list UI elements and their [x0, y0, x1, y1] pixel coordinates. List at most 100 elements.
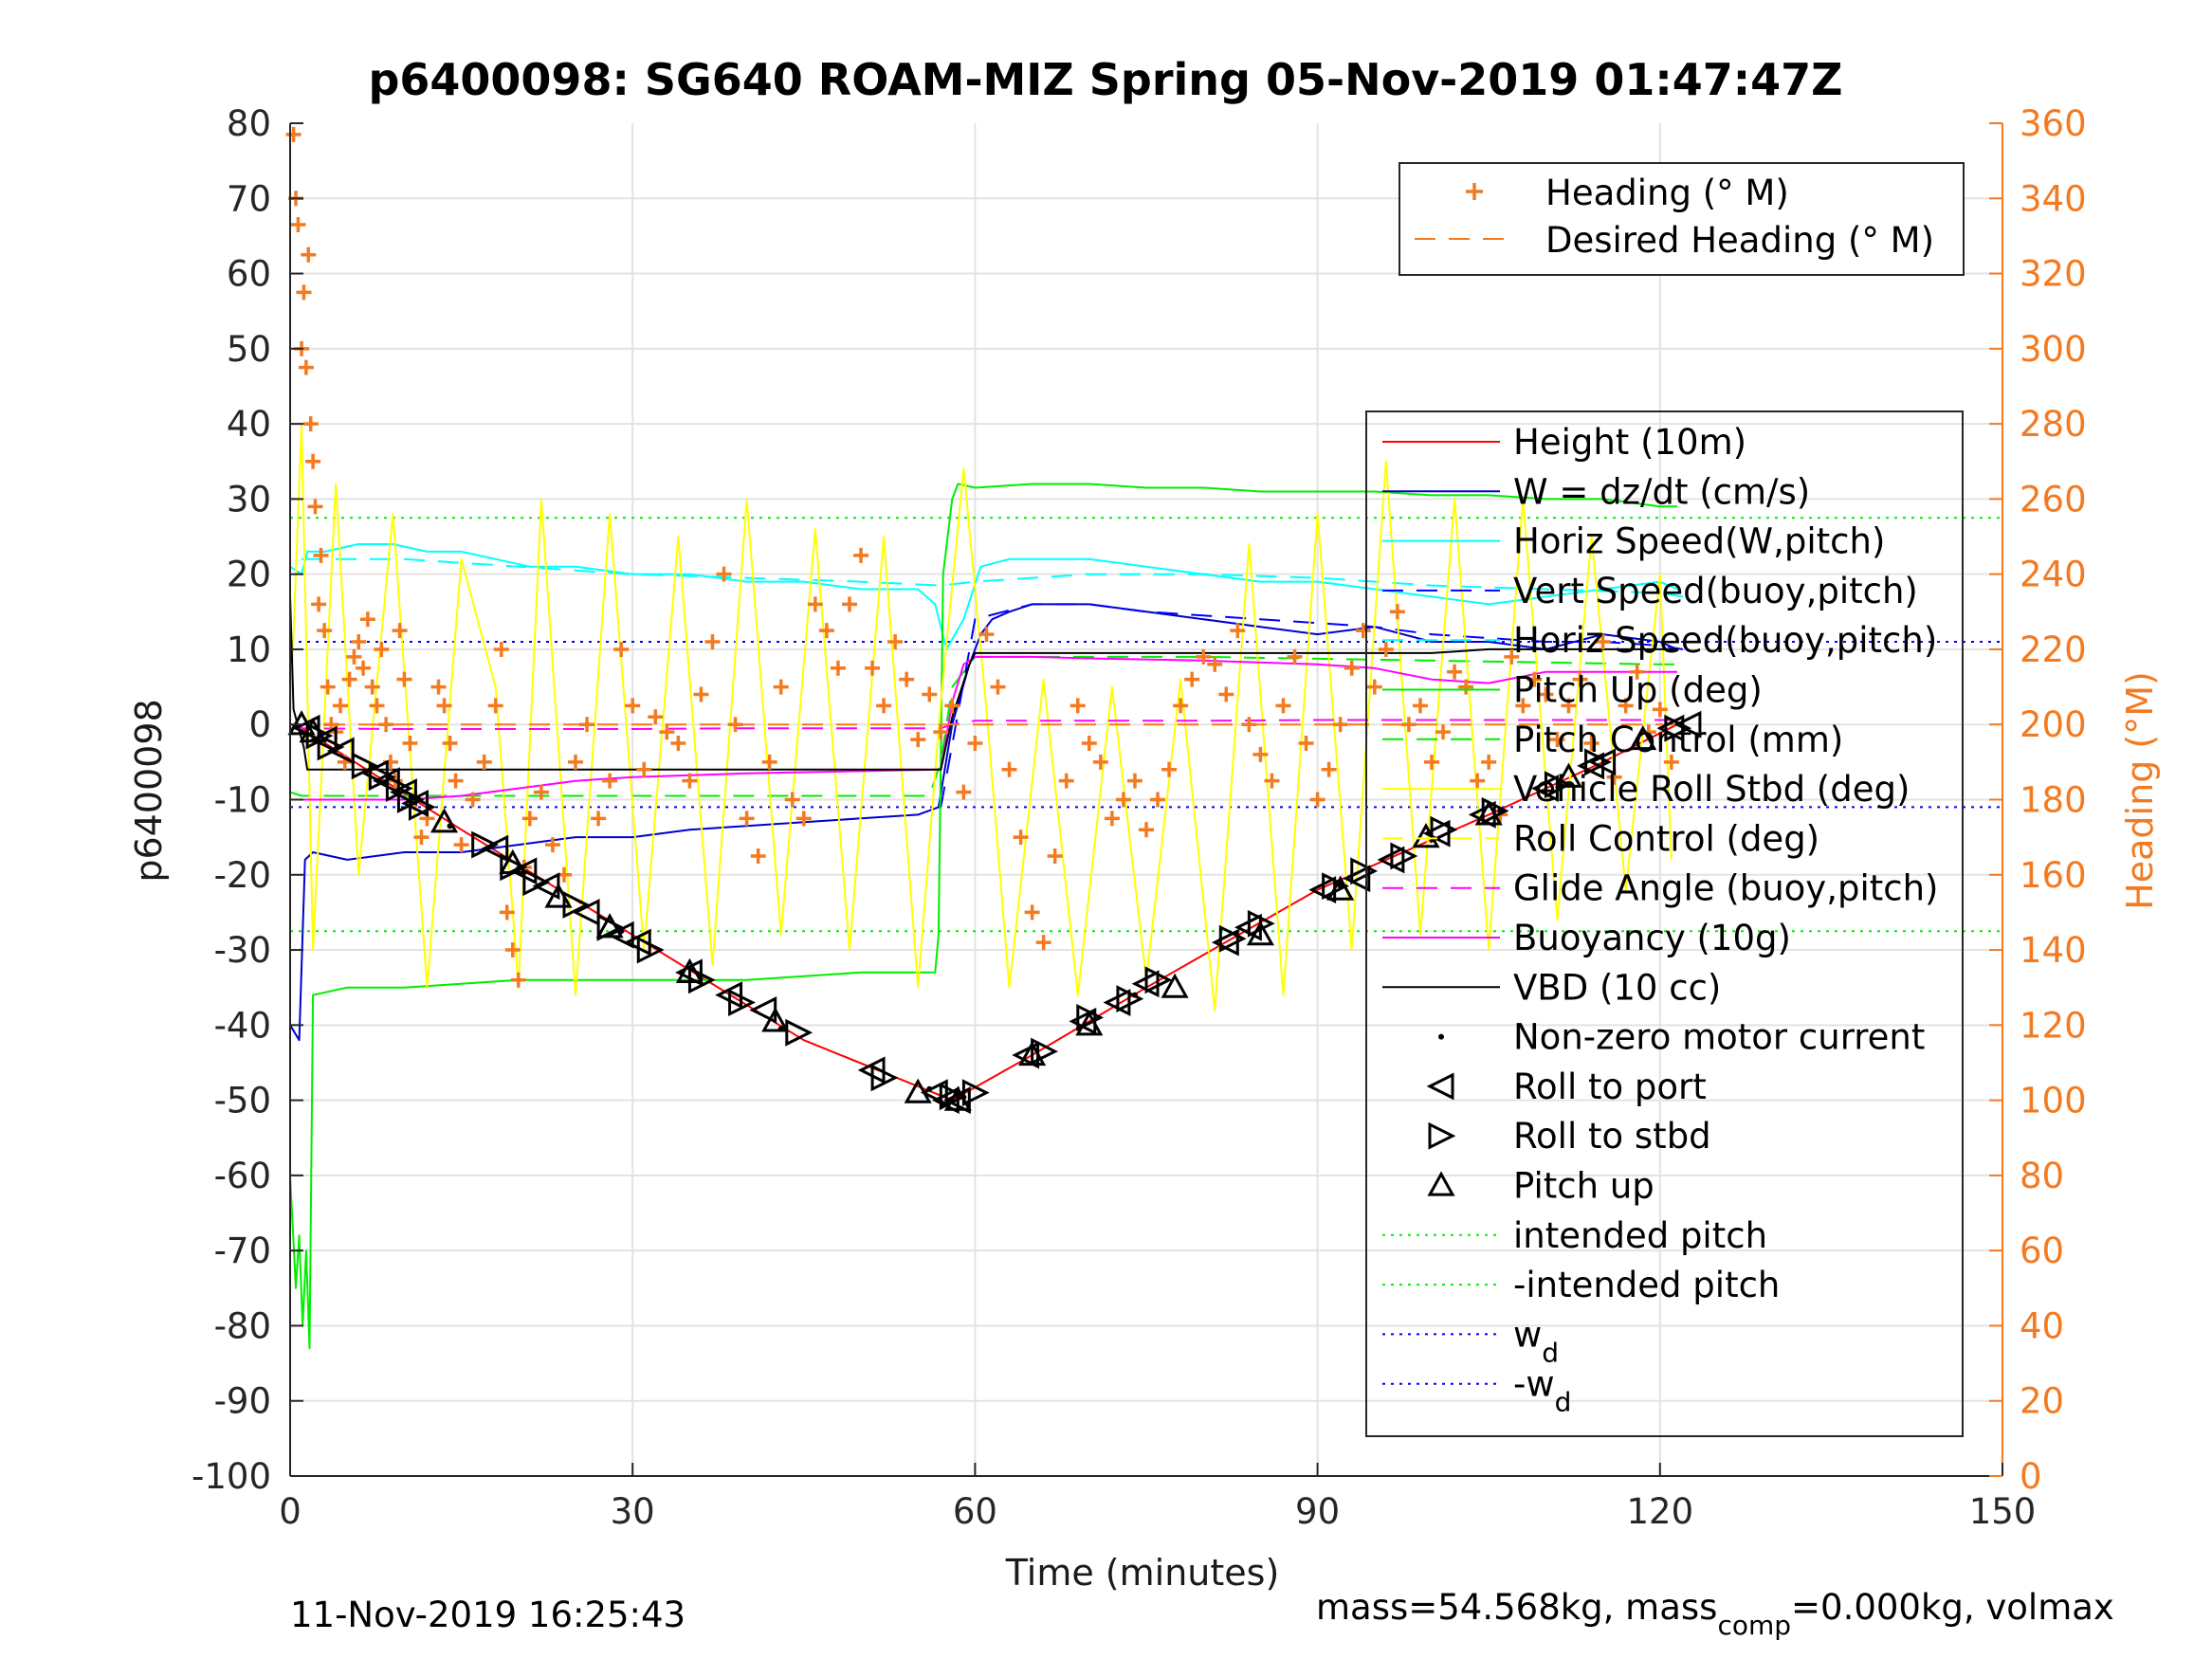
heading-point — [1458, 679, 1474, 695]
heading-point — [298, 359, 314, 375]
heading-point — [302, 416, 319, 432]
y-tick-label: 0 — [248, 704, 271, 745]
grid-lines — [290, 123, 2002, 1476]
heading-point — [1549, 732, 1565, 748]
heading-point — [773, 679, 789, 695]
legend-entry-heading-m: Heading (° M) — [1545, 173, 1789, 213]
footer-mass-suffix: =0.000kg, volmax — [1791, 1587, 2114, 1628]
heading-point — [1344, 660, 1360, 676]
heading-point — [510, 972, 526, 988]
heading-point — [693, 686, 709, 702]
heading-point — [876, 698, 892, 714]
heading-point — [967, 736, 983, 752]
heading-point — [396, 671, 412, 687]
y2-tick-label: 60 — [2020, 1231, 2064, 1271]
roll-to-stbd-marker — [1544, 771, 1572, 799]
y-tick-label: 70 — [227, 178, 271, 219]
heading-point — [1470, 773, 1486, 789]
y2-tick-label: 140 — [2020, 930, 2087, 971]
heading-point — [359, 611, 375, 628]
y2-tick-label: 240 — [2020, 555, 2087, 595]
y2-tick-label: 340 — [2020, 178, 2087, 219]
pitch-up-marker — [1412, 823, 1440, 848]
heading-point — [374, 641, 390, 657]
heading-point — [1561, 698, 1577, 714]
heading-point — [1583, 736, 1600, 752]
motor-current-dot — [1497, 808, 1504, 814]
heading-point — [311, 596, 327, 612]
chart-title: p6400098: SG640 ROAM-MIZ Spring 05-Nov-2… — [368, 54, 1842, 105]
roll-to-port-marker — [1588, 748, 1617, 776]
heading-point — [307, 499, 323, 515]
heading-point — [413, 830, 430, 846]
heading-point — [493, 641, 509, 657]
heading-point — [682, 773, 698, 789]
heading-point — [1081, 736, 1097, 752]
footer-mass-sub: comp — [1717, 1610, 1791, 1641]
pitch-up-marker — [299, 718, 327, 743]
heading-point — [1104, 811, 1120, 827]
heading-point — [670, 736, 686, 752]
heading-point — [716, 566, 732, 582]
heading-point — [499, 904, 515, 921]
heading-point — [332, 698, 348, 714]
heading-point — [1663, 754, 1679, 770]
x-tick-label: 0 — [279, 1491, 302, 1532]
y2-tick-label: 200 — [2020, 704, 2087, 745]
y-tick-label: 50 — [227, 329, 271, 370]
heading-point — [1378, 641, 1394, 657]
y-tick-label: 20 — [227, 555, 271, 595]
heading-point — [1629, 664, 1645, 680]
y-tick-label: -70 — [214, 1231, 271, 1271]
heading-point — [1355, 623, 1371, 639]
pitch-up-marker — [595, 913, 624, 939]
roll-to-stbd-marker — [961, 1079, 990, 1107]
motor-current-dot — [447, 823, 453, 830]
heading-point — [591, 811, 607, 827]
y-tick-label: -10 — [214, 780, 271, 821]
heading-point — [1184, 671, 1200, 687]
heading-point — [351, 634, 367, 650]
roll-to-stbd-marker — [1218, 924, 1247, 953]
legend-heading-box — [1398, 162, 1965, 276]
roll-to-stbd-marker — [728, 989, 756, 1016]
heading-point — [544, 837, 560, 853]
heading-point — [1447, 664, 1463, 680]
x-axis-label: Time (minutes) — [1005, 1552, 1280, 1594]
series-vehicle-roll-stbd-deg — [289, 423, 1673, 1012]
pitch-up-marker — [544, 883, 573, 908]
heading-point — [636, 761, 652, 777]
heading-point — [296, 284, 312, 301]
heading-point — [317, 623, 333, 639]
pitch-up-marker — [675, 957, 704, 983]
heading-point — [1115, 792, 1131, 808]
heading-point — [533, 784, 549, 800]
roll-to-stbd-marker — [870, 1064, 899, 1092]
y2-tick-label: 0 — [2020, 1456, 2042, 1497]
heading-point — [1400, 717, 1417, 733]
heading-point — [1252, 746, 1269, 762]
heading-point — [910, 732, 926, 748]
legend-main-box — [1365, 410, 1964, 1437]
pitch-up-marker — [761, 1007, 790, 1032]
y2-tick-label: 300 — [2020, 329, 2087, 370]
y2-tick-label: 120 — [2020, 1005, 2087, 1046]
heading-point — [1126, 773, 1143, 789]
heading-point — [784, 792, 800, 808]
heading-point — [1481, 754, 1497, 770]
roll-to-stbd-marker — [1390, 842, 1418, 870]
motor-current-dot — [777, 1026, 784, 1032]
roll-to-stbd-marker — [785, 1018, 814, 1047]
heading-point — [487, 698, 503, 714]
roll-to-stbd-marker — [1664, 714, 1692, 742]
legend-symbol-roll-to-port — [1426, 1072, 1454, 1101]
roll-to-stbd-marker — [596, 913, 625, 941]
heading-point — [436, 698, 452, 714]
roll-to-stbd-marker — [687, 966, 716, 994]
axes: 0 30 60 90 120 15080706050403020100-10-20-30-… — [192, 103, 2087, 1532]
heading-point — [1024, 904, 1040, 921]
legend-entry-vert-speed-buoy-pitch: Vert Speed(buoy,pitch) — [1513, 571, 1918, 611]
heading-point — [1572, 671, 1588, 687]
heading-point — [521, 811, 538, 827]
